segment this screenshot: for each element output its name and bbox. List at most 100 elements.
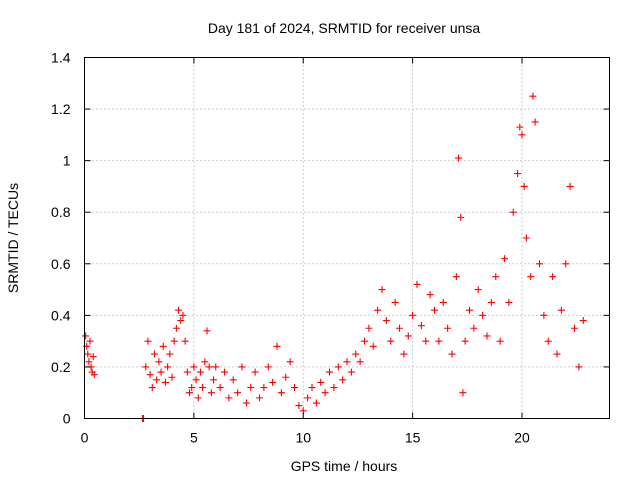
- data-point: [566, 182, 574, 190]
- y-axis-label: SRMTID / TECUs: [5, 183, 21, 293]
- data-point: [413, 280, 421, 288]
- data-point: [378, 286, 386, 294]
- data-point: [522, 234, 530, 242]
- data-point: [238, 363, 246, 371]
- data-point: [256, 394, 263, 402]
- data-point: [470, 324, 478, 332]
- data-point: [444, 324, 452, 332]
- data-point: [505, 298, 513, 306]
- data-point: [151, 350, 158, 358]
- x-tick-label: 0: [81, 430, 89, 446]
- data-point: [474, 286, 482, 294]
- data-point: [369, 342, 377, 350]
- data-point: [181, 337, 189, 345]
- data-point: [461, 337, 469, 345]
- data-point: [514, 170, 522, 178]
- data-point: [247, 384, 255, 392]
- data-point: [304, 394, 312, 402]
- data-point: [501, 255, 508, 263]
- data-point: [549, 273, 557, 281]
- data-point: [153, 376, 161, 384]
- data-point: [242, 399, 250, 407]
- data-point: [417, 322, 425, 330]
- y-tick-label: 1.4: [51, 50, 71, 66]
- data-point: [321, 389, 329, 397]
- data-point: [382, 317, 390, 325]
- data-point: [452, 273, 460, 281]
- data-point: [175, 306, 183, 314]
- data-point: [520, 182, 528, 190]
- data-point: [159, 342, 167, 350]
- data-point: [435, 337, 443, 345]
- data-point: [146, 371, 154, 379]
- data-point: [562, 260, 570, 268]
- data-point: [579, 317, 587, 325]
- data-point: [492, 273, 500, 281]
- data-point: [326, 368, 333, 376]
- data-point: [264, 363, 272, 371]
- y-tick-label: 0.2: [51, 359, 71, 375]
- data-point: [286, 358, 294, 366]
- data-point: [164, 363, 172, 371]
- data-point: [409, 311, 417, 319]
- data-point: [455, 154, 463, 162]
- chart-title: Day 181 of 2024, SRMTID for receiver uns…: [208, 20, 481, 36]
- data-point: [396, 324, 403, 332]
- data-point: [516, 123, 524, 131]
- ticks-layer: 0 5 10 15 20 0 0.2 0.4 0.6 0.8 1 1.2 1.4: [51, 50, 610, 446]
- data-point: [205, 363, 213, 371]
- data-point: [216, 384, 224, 392]
- data-point: [317, 378, 325, 386]
- data-point: [544, 337, 552, 345]
- data-point: [400, 350, 408, 358]
- data-point: [557, 306, 565, 314]
- x-axis-label: GPS time / hours: [291, 458, 398, 474]
- data-point: [457, 213, 465, 221]
- data-point: [172, 324, 180, 332]
- data-point: [188, 384, 196, 392]
- data-point: [225, 394, 233, 402]
- data-point: [207, 389, 215, 397]
- data-point: [260, 384, 268, 392]
- data-point: [144, 337, 152, 345]
- data-point: [448, 350, 456, 358]
- data-point: [404, 332, 412, 340]
- data-point: [282, 373, 290, 381]
- data-point: [161, 378, 169, 386]
- y-tick-label: 0.8: [51, 204, 71, 220]
- y-tick-label: 1: [63, 153, 71, 169]
- data-point: [199, 384, 207, 392]
- data-point: [459, 389, 467, 397]
- data-point: [422, 337, 430, 345]
- data-point: [365, 324, 373, 332]
- x-tick-label: 10: [295, 430, 311, 446]
- data-point: [229, 376, 237, 384]
- data-point: [343, 358, 351, 366]
- data-point: [251, 368, 259, 376]
- data-point: [575, 363, 583, 371]
- data-point: [192, 376, 200, 384]
- data-point: [177, 317, 185, 325]
- data-point: [308, 384, 316, 392]
- data-point: [339, 376, 347, 384]
- data-point: [269, 378, 277, 386]
- data-point: [347, 368, 355, 376]
- data-point: [483, 332, 491, 340]
- data-point: [361, 337, 368, 345]
- data-point: [86, 337, 94, 345]
- data-point: [509, 208, 517, 216]
- data-point: [203, 327, 211, 335]
- data-point: [90, 371, 98, 379]
- x-tick-label: 5: [190, 430, 198, 446]
- data-point: [194, 394, 202, 402]
- data-point: [190, 363, 198, 371]
- data-point: [334, 363, 342, 371]
- data-point: [536, 260, 543, 268]
- data-point: [201, 358, 209, 366]
- x-tick-label: 15: [405, 430, 421, 446]
- data-point: [487, 298, 495, 306]
- data-point: [168, 373, 176, 381]
- y-tick-label: 0.6: [51, 256, 71, 272]
- x-tick-label: 20: [514, 430, 530, 446]
